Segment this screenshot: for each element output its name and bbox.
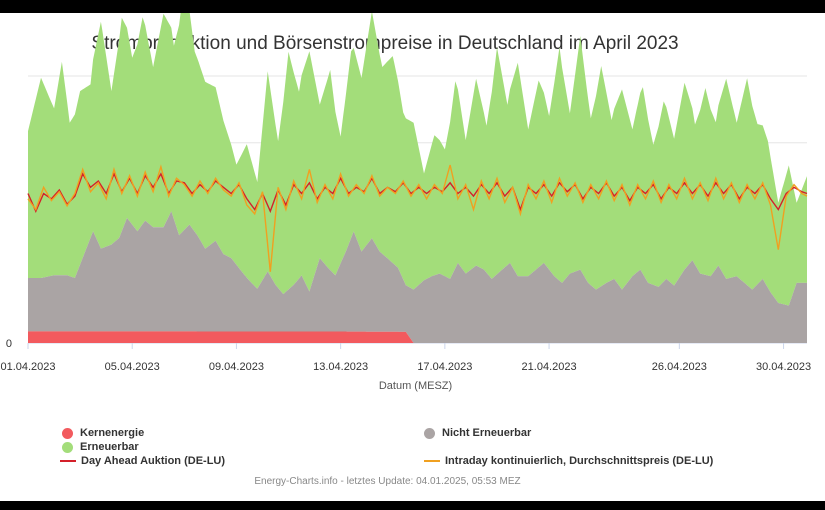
- legend-label-intraday: Intraday kontinuierlich, Durchschnittspr…: [445, 455, 714, 467]
- kernenergie-area: [28, 331, 807, 343]
- erneuerbar-swatch: [62, 441, 73, 453]
- intraday-line: [27, 164, 808, 272]
- x-axis-label: Datum (MESZ): [379, 380, 452, 392]
- x-tick-label: 21.04.2023: [522, 361, 577, 373]
- chart-frame: Stromproduktion und Börsenstrompreise in…: [0, 13, 825, 501]
- legend-item-day-ahead[interactable]: Day Ahead Auktion (DE-LU): [60, 455, 225, 467]
- legend-item-kernenergie[interactable]: Kernenergie: [62, 427, 144, 439]
- y-left-tick-label: 0: [6, 338, 12, 350]
- erneuerbar-area: [28, 13, 807, 306]
- x-tick-label: 05.04.2023: [105, 361, 160, 373]
- x-tick-label: 13.04.2023: [313, 361, 368, 373]
- footer-credit: Energy-Charts.info - letztes Update: 04.…: [254, 476, 521, 487]
- legend-label-day-ahead: Day Ahead Auktion (DE-LU): [81, 455, 226, 467]
- day-ahead-line: [27, 172, 808, 214]
- legend-label-erneuerbar: Erneuerbar: [80, 441, 139, 453]
- nicht-erneuerbar-swatch: [424, 427, 435, 439]
- intraday-swatch: [424, 460, 440, 462]
- x-tick-label: 30.04.2023: [756, 361, 811, 373]
- legend-item-nicht-erneuerbar[interactable]: Nicht Erneuerbar: [424, 427, 531, 439]
- x-tick-label: 17.04.2023: [417, 361, 472, 373]
- chart-title: Stromproduktion und Börsenstrompreise in…: [91, 33, 679, 54]
- chart-svg: 0 01.04.2023 05.04.2023 09.04.2023 13.04.202…: [0, 13, 811, 392]
- x-tick-label: 01.04.2023: [0, 361, 55, 373]
- legend-item-erneuerbar[interactable]: Erneuerbar: [62, 441, 139, 453]
- legend-label-nicht-erneuerbar: Nicht Erneuerbar: [442, 427, 532, 439]
- legend-item-intraday[interactable]: Intraday kontinuierlich, Durchschnittspr…: [424, 455, 713, 467]
- nicht-erneuerbar-area: [28, 211, 807, 343]
- x-tick-label: 26.04.2023: [652, 361, 707, 373]
- x-tick-label: 09.04.2023: [209, 361, 264, 373]
- legend-label-kernenergie: Kernenergie: [80, 427, 145, 439]
- day-ahead-swatch: [60, 460, 76, 462]
- kernenergie-swatch: [62, 427, 73, 439]
